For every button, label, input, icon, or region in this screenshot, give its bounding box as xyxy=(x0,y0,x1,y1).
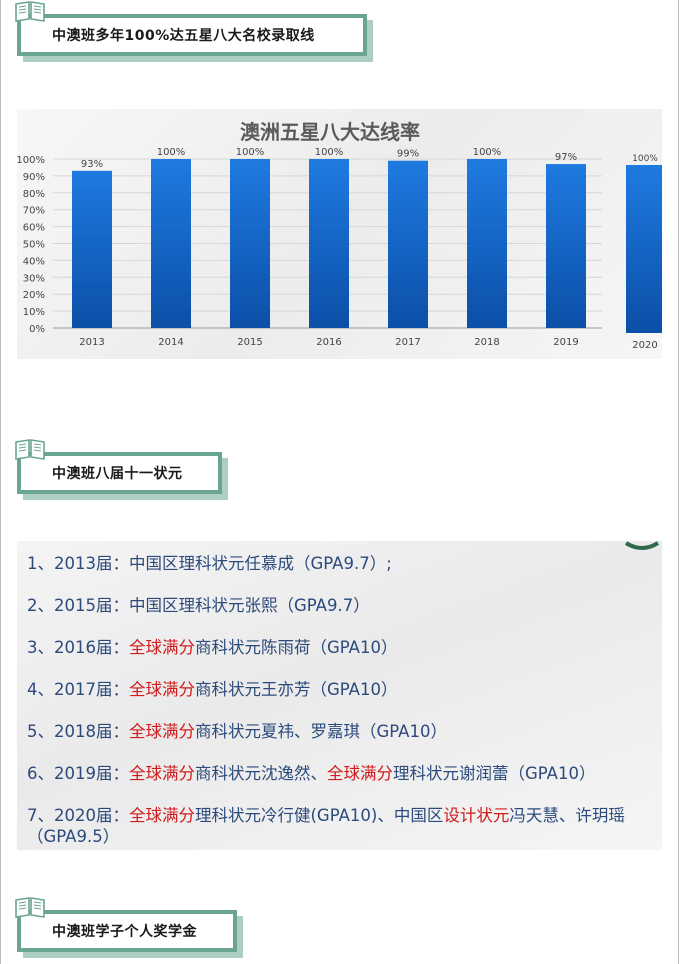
x-tick-label: 2013 xyxy=(79,337,104,348)
y-tick-label: 90% xyxy=(23,172,45,183)
heading-title: 中澳班学子个人奖学金 xyxy=(17,910,237,952)
bar xyxy=(230,159,270,328)
x-tick-label: 2016 xyxy=(316,337,341,348)
bar-value-label: 100% xyxy=(632,154,658,164)
champion-text: 中国区理科状元任慕成（GPA9.7）; xyxy=(129,554,392,573)
champion-item: 1、2013届：中国区理科状元任慕成（GPA9.7）; xyxy=(27,553,657,574)
champion-year-label: 3、2016届： xyxy=(27,638,129,657)
champion-item: 4、2017届：全球满分商科状元王亦芳（GPA10） xyxy=(27,679,657,700)
champion-item: 2、2015届：中国区理科状元张熙（GPA9.7） xyxy=(27,595,657,616)
bar-value-label: 97% xyxy=(555,152,577,163)
logo-corner-mark xyxy=(624,541,660,550)
champion-text: 商科状元沈逸然、 xyxy=(195,764,327,783)
bar-value-label: 100% xyxy=(236,147,265,158)
left-border xyxy=(0,0,1,964)
x-tick-label: 2020 xyxy=(632,340,657,351)
bar xyxy=(626,165,662,333)
chart-canvas: 澳洲五星八大达线率 0% 10% 20% 30% 40% 50% 60% 70% 80% 90% 10… xyxy=(17,120,662,351)
bar-value-label: 100% xyxy=(157,147,186,158)
y-tick-label: 50% xyxy=(23,240,45,251)
champions-list: 1、2013届：中国区理科状元任慕成（GPA9.7）; 2、2015届：中国区理科… xyxy=(17,541,662,850)
chart-title: 澳洲五星八大达线率 xyxy=(240,120,420,144)
highlight-text: 全球满分 xyxy=(327,764,393,783)
bar-value-label: 99% xyxy=(397,149,419,160)
bar xyxy=(151,159,191,328)
heading-title: 中澳班八届十一状元 xyxy=(17,452,222,494)
champion-text: 商科状元陈雨荷（GPA10） xyxy=(195,638,398,657)
highlight-text: 全球满分 xyxy=(129,680,195,699)
x-tick-label: 2017 xyxy=(395,337,420,348)
highlight-text: 全球满分 xyxy=(129,764,195,783)
y-tick-label: 70% xyxy=(23,206,45,217)
x-tick-label: 2014 xyxy=(158,337,183,348)
champion-year-label: 5、2018届： xyxy=(27,722,129,741)
bar-value-label: 100% xyxy=(315,147,344,158)
y-tick-label: 30% xyxy=(23,273,45,284)
y-tick-label: 80% xyxy=(23,189,45,200)
highlight-text: 全球满分 xyxy=(129,806,195,825)
champion-item: 6、2019届：全球满分商科状元沈逸然、全球满分理科状元谢润蕾（GPA10） xyxy=(27,763,657,784)
bar-value-label: 93% xyxy=(81,159,103,170)
x-tick-label: 2019 xyxy=(553,337,578,348)
champion-text: 商科状元夏祎、罗嘉琪（GPA10） xyxy=(195,722,447,741)
champion-item: 7、2020届：全球满分理科状元冷行健(GPA10)、中国区设计状元冯天慧、许玥… xyxy=(27,805,657,847)
bar xyxy=(388,160,428,328)
champion-text: 理科状元冷行健(GPA10)、中国区 xyxy=(195,806,444,825)
book-icon xyxy=(15,1,45,22)
y-tick-label: 100% xyxy=(17,155,45,166)
champion-text: 中国区理科状元张熙（GPA9.7） xyxy=(129,596,370,615)
champion-item: 3、2016届：全球满分商科状元陈雨荷（GPA10） xyxy=(27,637,657,658)
champion-text: 理科状元谢润蕾（GPA10） xyxy=(393,764,596,783)
champion-year-label: 4、2017届： xyxy=(27,680,129,699)
highlight-text: 全球满分 xyxy=(129,638,195,657)
y-tick-label: 0% xyxy=(29,324,45,335)
book-icon xyxy=(15,439,45,460)
y-tick-label: 60% xyxy=(23,223,45,234)
champion-year-label: 7、2020届： xyxy=(27,806,129,825)
champion-year-label: 1、2013届： xyxy=(27,554,129,573)
highlight-text: 全球满分 xyxy=(129,722,195,741)
x-tick-label: 2018 xyxy=(474,337,499,348)
y-tick-label: 10% xyxy=(23,307,45,318)
heading-title: 中澳班多年100%达五星八大名校录取线 xyxy=(17,14,367,56)
bar-value-label: 100% xyxy=(473,147,502,158)
bar xyxy=(72,170,112,328)
y-tick-label: 20% xyxy=(23,290,45,301)
bar xyxy=(309,159,349,328)
book-icon xyxy=(15,897,45,918)
champion-item: 5、2018届：全球满分商科状元夏祎、罗嘉琪（GPA10） xyxy=(27,721,657,742)
y-tick-label: 40% xyxy=(23,256,45,267)
champion-text: 商科状元王亦芳（GPA10） xyxy=(195,680,398,699)
x-tick-label: 2015 xyxy=(237,337,262,348)
pass-rate-chart: 澳洲五星八大达线率 0% 10% 20% 30% 40% 50% 60% 70% 80% 90% 10… xyxy=(17,109,662,359)
champion-year-label: 6、2019届： xyxy=(27,764,129,783)
champion-text: 冯天慧、许玥瑶（GPA9.5） xyxy=(27,806,625,846)
bar xyxy=(467,159,507,328)
highlight-text: 设计状元 xyxy=(443,806,510,825)
bar xyxy=(546,164,586,328)
champion-year-label: 2、2015届： xyxy=(27,596,129,615)
